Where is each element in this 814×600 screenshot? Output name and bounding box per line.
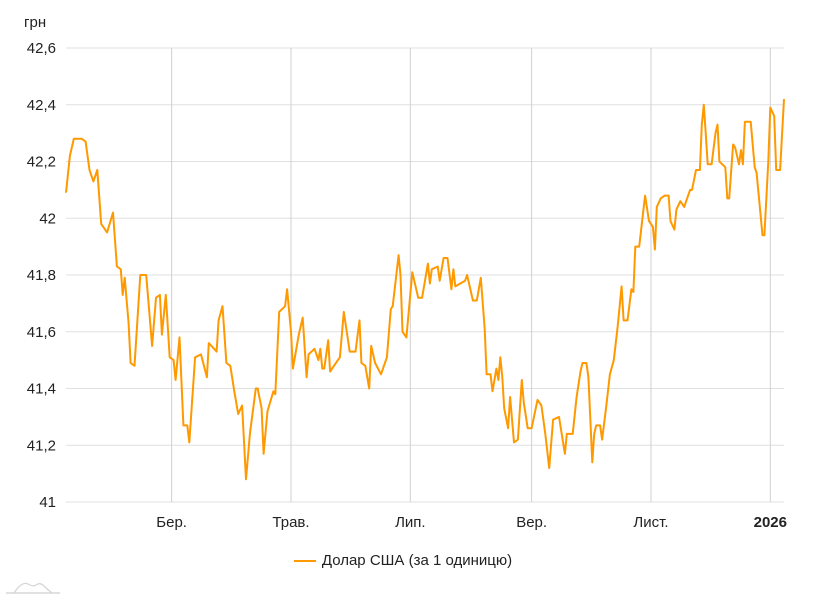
y-tick-label: 42,4 <box>27 97 56 114</box>
y-tick-label: 41,2 <box>27 437 56 454</box>
y-tick-label: 41 <box>39 494 56 511</box>
x-tick-label: Трав. <box>272 514 309 531</box>
y-tick-label: 41,4 <box>27 381 56 398</box>
x-tick-label: Бер. <box>156 514 187 531</box>
y-tick-label: 42,2 <box>27 154 56 171</box>
mountain-logo-icon <box>6 582 60 594</box>
x-tick-label: Лист. <box>633 514 668 531</box>
series-line-usd[interactable] <box>65 99 785 481</box>
legend[interactable]: Долар США (за 1 одиницю) <box>0 552 814 569</box>
legend-label: Долар США (за 1 одиницю) <box>321 552 513 569</box>
y-tick-label: 41,6 <box>27 324 56 341</box>
x-axis-ticks: Бер. Трав. Лип. Вер. Лист. 2026 <box>156 514 787 531</box>
y-axis-unit: грн <box>24 14 46 31</box>
y-tick-label: 42,6 <box>27 40 56 57</box>
series-group <box>65 99 785 481</box>
y-tick-label: 41,8 <box>27 267 56 284</box>
x-tick-label: Лип. <box>395 514 426 531</box>
y-tick-label: 42 <box>39 210 56 227</box>
x-tick-label: Вер. <box>516 514 547 531</box>
legend-swatch <box>293 559 316 562</box>
y-axis-ticks: 41 41,2 41,4 41,6 41,8 42 42,2 42,4 42,6 <box>27 40 56 511</box>
x-tick-label: 2026 <box>754 514 787 531</box>
